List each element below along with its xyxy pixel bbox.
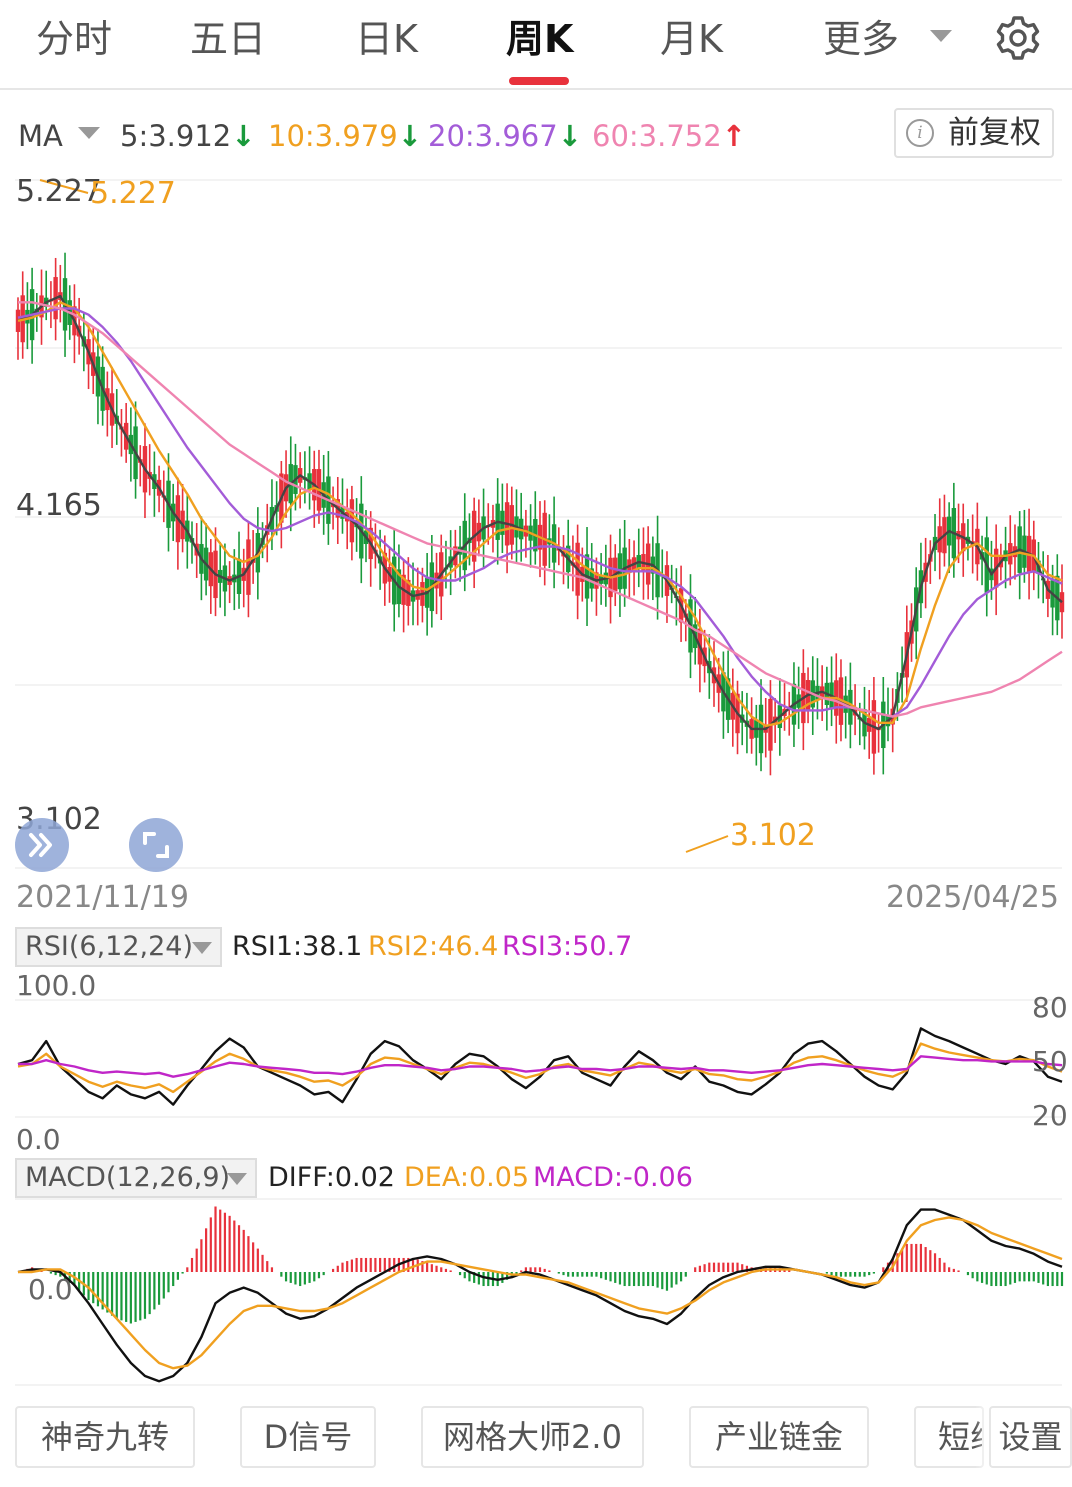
tab-daily-k[interactable]: 日K: [355, 17, 418, 61]
tab-weekly-k[interactable]: 周K: [506, 17, 574, 61]
macd-selector-label: MACD(12,26,9): [25, 1162, 231, 1193]
low-annotation: 3.102: [730, 818, 816, 853]
start-date: 2021/11/19: [16, 880, 189, 915]
macd-dropdown-icon: [227, 1173, 247, 1185]
ma60-value: 60:3.752↑: [592, 119, 747, 153]
rsi3-value: RSI3:50.7: [502, 931, 633, 962]
rsi-axis-top: 100.0: [16, 969, 97, 1002]
forward-adjust-button[interactable]: i 前复权: [894, 108, 1054, 158]
fullscreen-button[interactable]: [129, 818, 183, 872]
diff-value: DIFF:0.02: [268, 1162, 395, 1193]
rsi-selector[interactable]: RSI(6,12,24): [15, 927, 222, 967]
settings-gear-icon[interactable]: [994, 14, 1042, 62]
high-pointer: [39, 179, 89, 194]
rsi-selector-label: RSI(6,12,24): [25, 931, 193, 962]
ma10-value: 10:3.979↓: [268, 119, 423, 153]
ma5-value: 5:3.912↓: [120, 119, 256, 153]
rsi2-value: RSI2:46.4: [368, 931, 499, 962]
tool-settings[interactable]: 设置: [989, 1406, 1072, 1468]
high-annotation: 5.227: [90, 176, 176, 211]
rsi1-value: RSI1:38.1: [232, 931, 363, 962]
forward-adjust-label: 前复权: [948, 115, 1041, 151]
ma-line-ma60: [18, 301, 1063, 718]
ma20-value: 20:3.967↓: [428, 119, 583, 153]
rsi-axis-bottom: 0.0: [16, 1123, 61, 1156]
dea-value: DEA:0.05: [404, 1162, 530, 1193]
macd-selector[interactable]: MACD(12,26,9): [15, 1158, 257, 1198]
info-icon: i: [906, 119, 934, 147]
tab-monthly-k[interactable]: 月K: [660, 17, 723, 61]
price-axis-mid: 4.165: [16, 488, 102, 523]
end-date: 2025/04/25: [886, 880, 1059, 915]
fullscreen-icon: [143, 832, 169, 858]
low-pointer: [685, 835, 729, 853]
macd-axis-zero: 0.0: [28, 1273, 73, 1306]
tab-timeshare[interactable]: 分时: [36, 17, 113, 61]
rsi-level-50: 50: [1032, 1045, 1068, 1078]
period-tabs: 分时 五日 日K 周K 月K 更多: [0, 0, 1072, 90]
tab-more[interactable]: 更多: [823, 17, 900, 61]
price-axis-top: 5.227: [16, 174, 102, 209]
tab-five-day[interactable]: 五日: [190, 17, 267, 61]
tool-short-term[interactable]: 短线: [914, 1406, 984, 1468]
tool-d-signal[interactable]: D信号: [240, 1406, 376, 1468]
rsi-level-80: 80: [1032, 991, 1068, 1024]
active-tab-indicator: [509, 77, 569, 85]
rsi-level-20: 20: [1032, 1099, 1068, 1132]
rsi-line-rsi1: [17, 1027, 1063, 1106]
rsi-line-rsi2: [17, 1042, 1063, 1094]
rsi-line-rsi3: [18, 1055, 1063, 1078]
scroll-forward-button[interactable]: [15, 818, 69, 872]
tool-grid-master[interactable]: 网格大师2.0: [421, 1406, 644, 1468]
tool-industry-chain[interactable]: 产业链金: [689, 1406, 869, 1468]
macd-line-diff: [17, 1208, 1063, 1383]
macd-value: MACD:-0.06: [533, 1162, 693, 1193]
tool-magic-nine-turns[interactable]: 神奇九转: [15, 1406, 195, 1468]
double-chevron-icon: [29, 833, 52, 857]
macd-line-dea: [18, 1216, 1063, 1370]
rsi-dropdown-icon: [192, 942, 212, 954]
candle-body: [15, 309, 21, 332]
kline-chart[interactable]: [0, 160, 1072, 1400]
more-dropdown-icon[interactable]: [930, 30, 952, 42]
ma-label[interactable]: MA: [18, 119, 63, 153]
ma-line-ma10: [17, 301, 1063, 728]
ma-dropdown-icon[interactable]: [78, 127, 100, 139]
